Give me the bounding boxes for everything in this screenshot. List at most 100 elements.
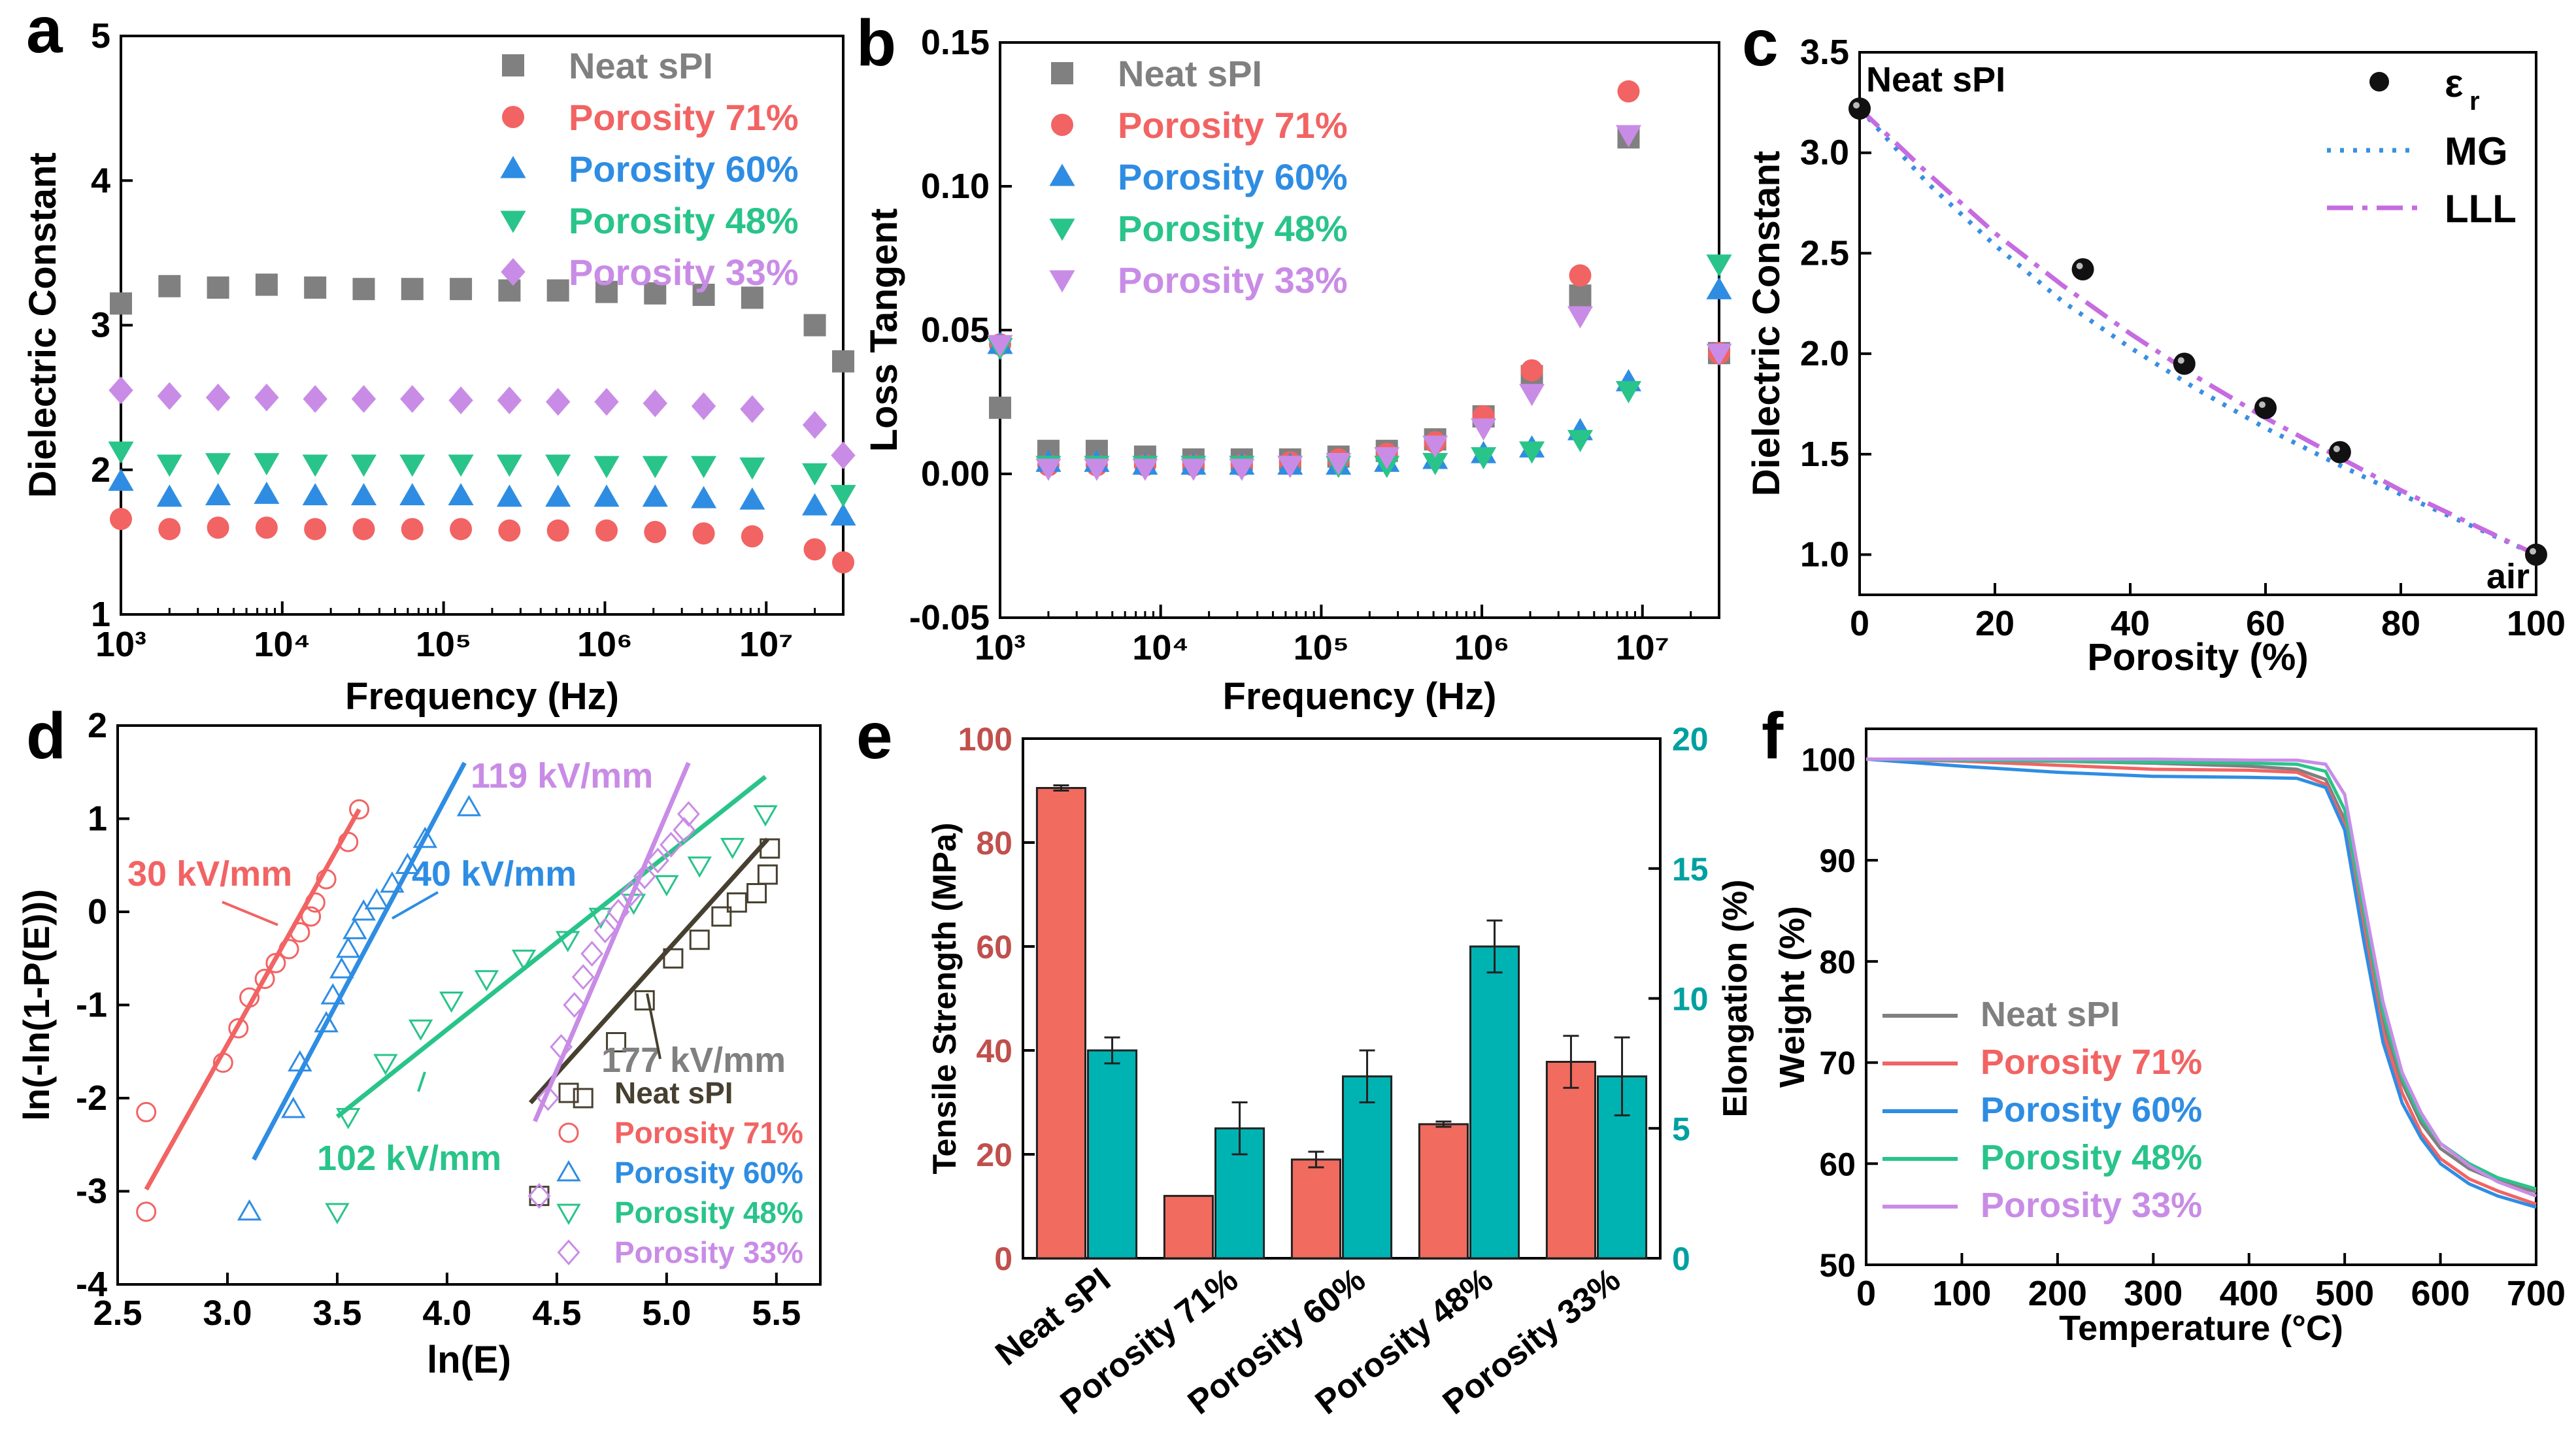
panel-a-point (802, 410, 828, 439)
panel-d-fit-label: 119 kV/mm (471, 756, 653, 795)
panel-c-legend-label-er: ε (2445, 61, 2463, 105)
panel-d-point (254, 969, 275, 990)
panel-f-xtick-label: 600 (2411, 1274, 2470, 1313)
panel-b-point (1132, 458, 1158, 481)
panel-b-point (1706, 254, 1732, 277)
panel-b-ytick-label: 0.00 (921, 454, 990, 493)
panel-d-point (325, 1203, 350, 1224)
panel-a-point (351, 385, 376, 413)
panel-a-point (400, 385, 425, 413)
panel-d-fit-label: 102 kV/mm (317, 1139, 501, 1178)
panel-a-point (157, 382, 182, 410)
panel-a-point (156, 454, 182, 477)
panel-a-point (692, 284, 715, 307)
panel-e-y2tick-label: 20 (1672, 721, 1709, 758)
panel-a-point (691, 486, 717, 509)
panel-a-point (254, 453, 280, 476)
panel-d-xtick-label: 5.5 (752, 1294, 801, 1333)
panel-c-ytick-label: 3.0 (1800, 133, 1849, 173)
panel-a-point (158, 275, 181, 297)
panel-d-fit-line (528, 837, 769, 1105)
panel-a-point (255, 273, 278, 296)
panel-f-xtick-label: 700 (2507, 1274, 2566, 1313)
panel-d-point (711, 906, 732, 927)
panel-a-legend-label: Neat sPI (569, 45, 713, 86)
panel-e-y2label: Elongation (%) (1716, 880, 1754, 1118)
panel-a-point (595, 280, 618, 303)
panel-d-point (537, 1085, 560, 1111)
panel-e-errorbar (1614, 1036, 1630, 1116)
panel-d-point (314, 1011, 339, 1033)
panel-b-ylabel: Loss Tangent (863, 209, 905, 452)
panel-a-xtick-label: 10³ (95, 625, 146, 664)
panel-a-point (831, 441, 856, 469)
panel-a-xlabel: Frequency (Hz) (345, 675, 619, 718)
panel-a-point (254, 383, 279, 412)
panel-d-point (364, 888, 390, 910)
panel-d-fit-label: 30 kV/mm (127, 854, 292, 894)
panel-a-point (801, 493, 828, 516)
panel-b-point (1277, 456, 1303, 478)
panel-a-point (110, 292, 132, 315)
panel-a-point (205, 383, 231, 412)
panel-d-point (580, 941, 604, 967)
panel-b-legend-marker (1049, 270, 1075, 293)
panel-a-point (546, 519, 569, 542)
panel-letter-f: f (1762, 699, 1784, 773)
panel-a-point (642, 456, 668, 478)
panel-d-point (412, 826, 438, 848)
panel-a-point (739, 457, 765, 480)
panel-d-point (606, 1032, 627, 1052)
panel-f-legend-label: Porosity 33% (1981, 1186, 2202, 1225)
panel-a-point (739, 487, 765, 510)
panel-a-ytick-label: 5 (91, 16, 110, 56)
panel-a-point (691, 392, 716, 420)
panel-a-point (692, 522, 715, 545)
panel-a-point (304, 518, 327, 541)
panel-e-ylabel: Tensile Strength (MPa) (926, 822, 963, 1174)
panel-d-legend-marker (558, 1122, 579, 1143)
panel-f-plot-frame (1865, 728, 2537, 1266)
panel-d-legend-marker (558, 1082, 579, 1103)
panel-a-legend-label: Porosity 60% (569, 148, 799, 190)
panel-c-ytick-label: 2.5 (1800, 233, 1849, 273)
panel-b-ytick-label: -0.05 (909, 598, 990, 637)
panel-d-point (663, 948, 684, 969)
panel-d-xtick-label: 4.5 (532, 1294, 581, 1333)
panel-a-ylabel: Dielectric Constant (22, 152, 64, 498)
panel-d-point (529, 1186, 550, 1207)
panel-c-legend-label-mg: MG (2445, 129, 2508, 173)
panel-d-ytick-label: -1 (76, 986, 107, 1025)
panel-d-fit-label: 177 kV/mm (601, 1041, 786, 1080)
panel-a-point (644, 282, 667, 305)
panel-d-point (620, 880, 643, 907)
panel-b-loss-tangent-chart: 10³ 10⁴ 10⁵ 10⁶ 10⁷ -0.05 0.00 0.05 0.10 0.15 Neat… (863, 23, 1732, 718)
panel-d-point (136, 1201, 157, 1222)
panel-b-legend-label: Porosity 33% (1118, 259, 1348, 301)
panel-c-xlabel: Porosity (%) (2087, 636, 2308, 678)
panel-d-point (720, 837, 745, 860)
panel-e-y2tick-label: 5 (1672, 1111, 1690, 1147)
panel-e-ytick-label: 40 (976, 1033, 1012, 1069)
panel-c-ytick-label: 2.0 (1800, 334, 1849, 373)
panel-a-point (545, 388, 571, 416)
panel-e-errorbar (1486, 919, 1503, 974)
panel-a-dielectric-constant-chart: 10³ 10⁴ 10⁵ 10⁶ 10⁷ 1 2 3 4 5 Neat sPI Porosity 71%… (22, 16, 856, 718)
panel-c-curve-lll (1858, 107, 2537, 557)
panel-b-point (1229, 458, 1255, 481)
panel-a-point (399, 483, 426, 506)
panel-e-errorbar (1359, 1049, 1375, 1103)
panel-b-point (1180, 458, 1207, 481)
panel-c-point-highlight (2259, 401, 2266, 409)
panel-d-arrow (222, 901, 278, 926)
panel-a-point (448, 483, 474, 506)
panel-b-legend-label: Neat sPI (1118, 53, 1262, 94)
panel-b-legend-label: Porosity 48% (1118, 208, 1348, 249)
panel-d-fit-line (144, 808, 361, 1191)
panel-f-ytick-label: 90 (1819, 843, 1856, 879)
panel-d-point (726, 892, 747, 913)
panel-f-xtick-label: 500 (2315, 1274, 2374, 1313)
panel-d-legend-marker (556, 1203, 581, 1226)
panel-e-ytick-label: 20 (976, 1137, 1012, 1173)
panel-d-point (677, 801, 700, 828)
